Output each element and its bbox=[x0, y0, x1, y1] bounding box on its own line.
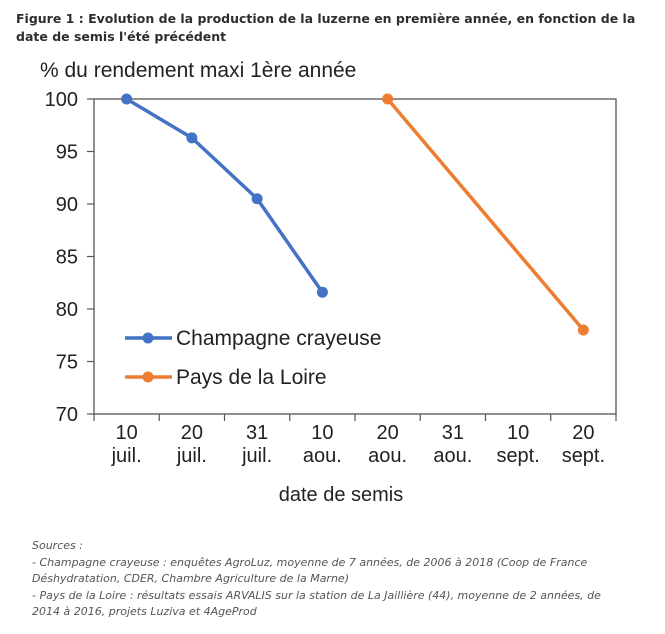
y-tick-label: 75 bbox=[56, 352, 78, 374]
y-tick-label: 90 bbox=[56, 194, 78, 216]
y-tick-label: 70 bbox=[56, 404, 78, 426]
figure-title: Figure 1 : Evolution de la production de… bbox=[16, 11, 636, 44]
x-tick-label-day: 20 bbox=[181, 422, 203, 444]
x-tick-label-month: juil. bbox=[176, 445, 207, 467]
y-tick-label: 100 bbox=[45, 89, 78, 111]
sources-line: - Champagne crayeuse : enquêtes AgroLuz,… bbox=[32, 555, 588, 569]
x-tick-label-day: 20 bbox=[377, 422, 399, 444]
series-line bbox=[125, 97, 324, 294]
sources-heading: Sources : bbox=[32, 539, 83, 552]
data-point bbox=[316, 286, 328, 298]
y-axis-label: % du rendement maxi 1ère année bbox=[40, 59, 356, 82]
line-chart: % du rendement maxi 1ère année 100 95 90 85… bbox=[40, 59, 617, 506]
x-tick-label-month: sept. bbox=[562, 445, 605, 467]
x-tick-label-day: 10 bbox=[507, 422, 529, 444]
x-tick-label-month: sept. bbox=[496, 445, 539, 467]
x-tick-label-day: 31 bbox=[246, 422, 268, 444]
x-tick-label-day: 20 bbox=[572, 422, 594, 444]
y-tick-label: 80 bbox=[56, 299, 78, 321]
y-axis-ticks: 100 95 90 85 80 75 70 bbox=[45, 89, 94, 426]
sources-line: 2014 à 2016, projets Luziva et 4AgeProd bbox=[32, 605, 257, 618]
x-tick-label-month: aou. bbox=[368, 445, 407, 467]
series-line bbox=[386, 97, 585, 332]
sources-line: - Pays de la Loire : résultats essais AR… bbox=[32, 588, 601, 602]
x-tick-label-day: 31 bbox=[442, 422, 464, 444]
y-tick-label: 95 bbox=[56, 142, 78, 164]
y-tick-label: 85 bbox=[56, 247, 78, 269]
x-axis-label: date de semis bbox=[279, 484, 404, 506]
data-point bbox=[577, 324, 589, 336]
x-axis-ticks: 10juil.20juil.31juil.10aou.20aou.31aou.1… bbox=[93, 414, 617, 467]
sources-note: Sources : - Champagne crayeuse : enquête… bbox=[32, 538, 642, 621]
x-tick-label-day: 10 bbox=[311, 422, 333, 444]
plot-frame bbox=[93, 98, 617, 415]
legend: Champagne crayeuse Pays de la Loire bbox=[125, 327, 381, 389]
data-point bbox=[121, 93, 133, 105]
x-tick-label-month: juil. bbox=[241, 445, 272, 467]
x-tick-label-month: aou. bbox=[433, 445, 472, 467]
x-tick-label-day: 10 bbox=[116, 422, 138, 444]
data-point bbox=[186, 132, 198, 144]
x-tick-label-month: juil. bbox=[111, 445, 142, 467]
legend-swatch-marker bbox=[142, 371, 154, 383]
series-layer bbox=[121, 93, 589, 336]
x-tick-label-month: aou. bbox=[303, 445, 342, 467]
legend-label: Champagne crayeuse bbox=[176, 327, 381, 350]
sources-line: Déshydratation, CDER, Chambre Agricultur… bbox=[32, 572, 349, 585]
data-point bbox=[251, 193, 263, 205]
legend-label: Pays de la Loire bbox=[176, 366, 327, 389]
legend-swatch-marker bbox=[142, 332, 154, 344]
data-point bbox=[382, 93, 394, 105]
